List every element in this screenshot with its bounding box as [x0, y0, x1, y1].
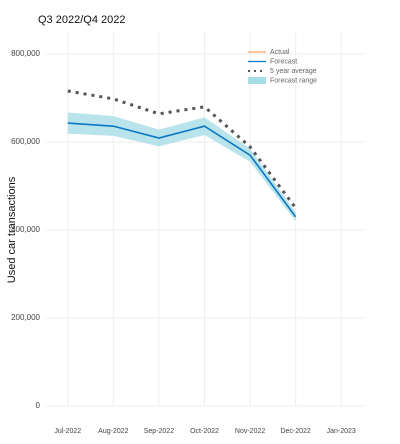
chart-title: Q3 2022/Q4 2022 — [38, 14, 125, 26]
forecast-range — [67, 112, 296, 222]
y-tick-label: 800,000 — [11, 49, 40, 58]
y-tick-label: 400,000 — [11, 225, 40, 234]
x-tick-label: Nov-2022 — [235, 428, 265, 435]
legend-swatch — [248, 77, 266, 84]
x-tick-label: Sep-2022 — [144, 428, 174, 435]
y-tick-label: 200,000 — [11, 313, 40, 322]
x-tick-label: Oct-2022 — [190, 428, 219, 435]
series-line — [67, 122, 297, 218]
legend-label: Actual — [270, 49, 290, 56]
x-tick-label: Aug-2022 — [98, 428, 128, 435]
x-tick-label: Jan-2023 — [327, 428, 356, 435]
legend-label: 5 year average — [270, 68, 317, 75]
y-axis-title: Used car transactions — [6, 176, 18, 283]
y-tick-label: 600,000 — [11, 137, 40, 146]
x-tick-label: Jul-2022 — [54, 428, 81, 435]
y-tick-label: 0 — [36, 401, 41, 410]
legend-label: Forecast range — [270, 77, 317, 84]
series-line — [67, 89, 297, 209]
x-tick-label: Dec-2022 — [280, 428, 310, 435]
legend-label: Forecast — [270, 58, 297, 65]
